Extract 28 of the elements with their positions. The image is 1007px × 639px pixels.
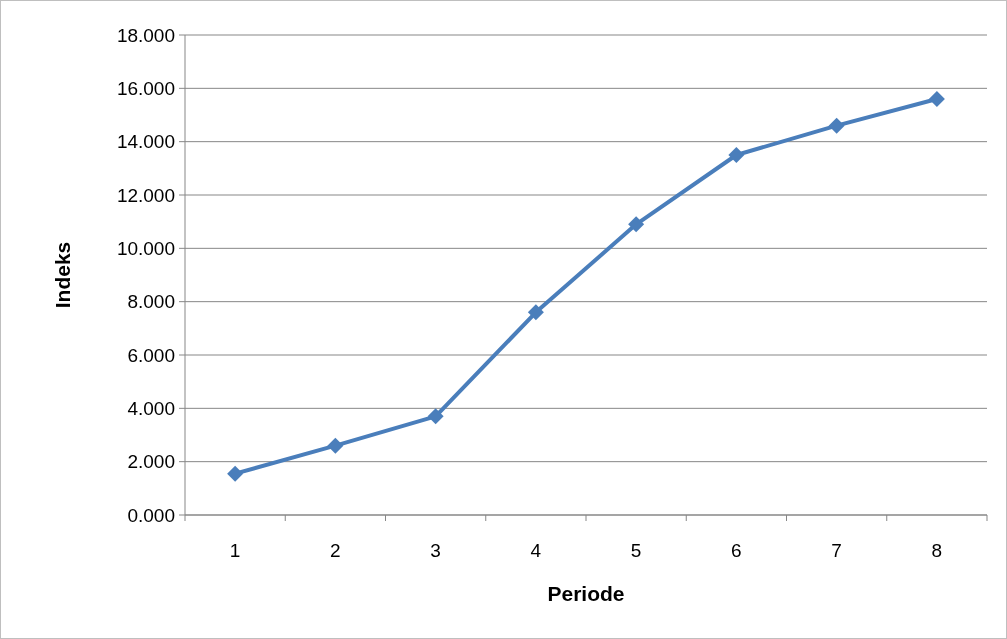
- point: [828, 117, 845, 134]
- x-tick-label: 4: [530, 540, 542, 561]
- y-tick-label: 0.000: [127, 504, 175, 526]
- x-tick-label: 1: [229, 540, 241, 561]
- point: [227, 465, 244, 482]
- point: [628, 216, 645, 233]
- y-tick-label: 6.000: [127, 344, 175, 366]
- x-tick-label: 3: [430, 540, 441, 561]
- point: [527, 304, 544, 321]
- x-tick-label: 8: [931, 540, 943, 561]
- point: [928, 91, 945, 107]
- y-tick-label: 10.000: [116, 237, 175, 259]
- y-tick-label: 14.000: [116, 131, 175, 153]
- x-tick-label: 6: [731, 540, 742, 561]
- y-tick-label: 2.000: [127, 451, 175, 473]
- y-tick-label: 16.000: [116, 77, 175, 99]
- point: [327, 437, 344, 454]
- y-tick-label: 18.000: [116, 24, 175, 46]
- x-axis-title: Periode: [547, 582, 625, 605]
- y-axis-title: Indeks: [51, 241, 74, 309]
- x-tick-label: 2: [330, 540, 341, 561]
- y-tick-label: 8.000: [127, 291, 175, 313]
- x-tick-label: 5: [630, 540, 642, 561]
- x-tick-label: 7: [831, 540, 842, 561]
- y-tick-label: 4.000: [127, 397, 175, 419]
- point: [728, 147, 745, 163]
- point: [427, 408, 444, 425]
- y-tick-label: 12.000: [116, 184, 175, 206]
